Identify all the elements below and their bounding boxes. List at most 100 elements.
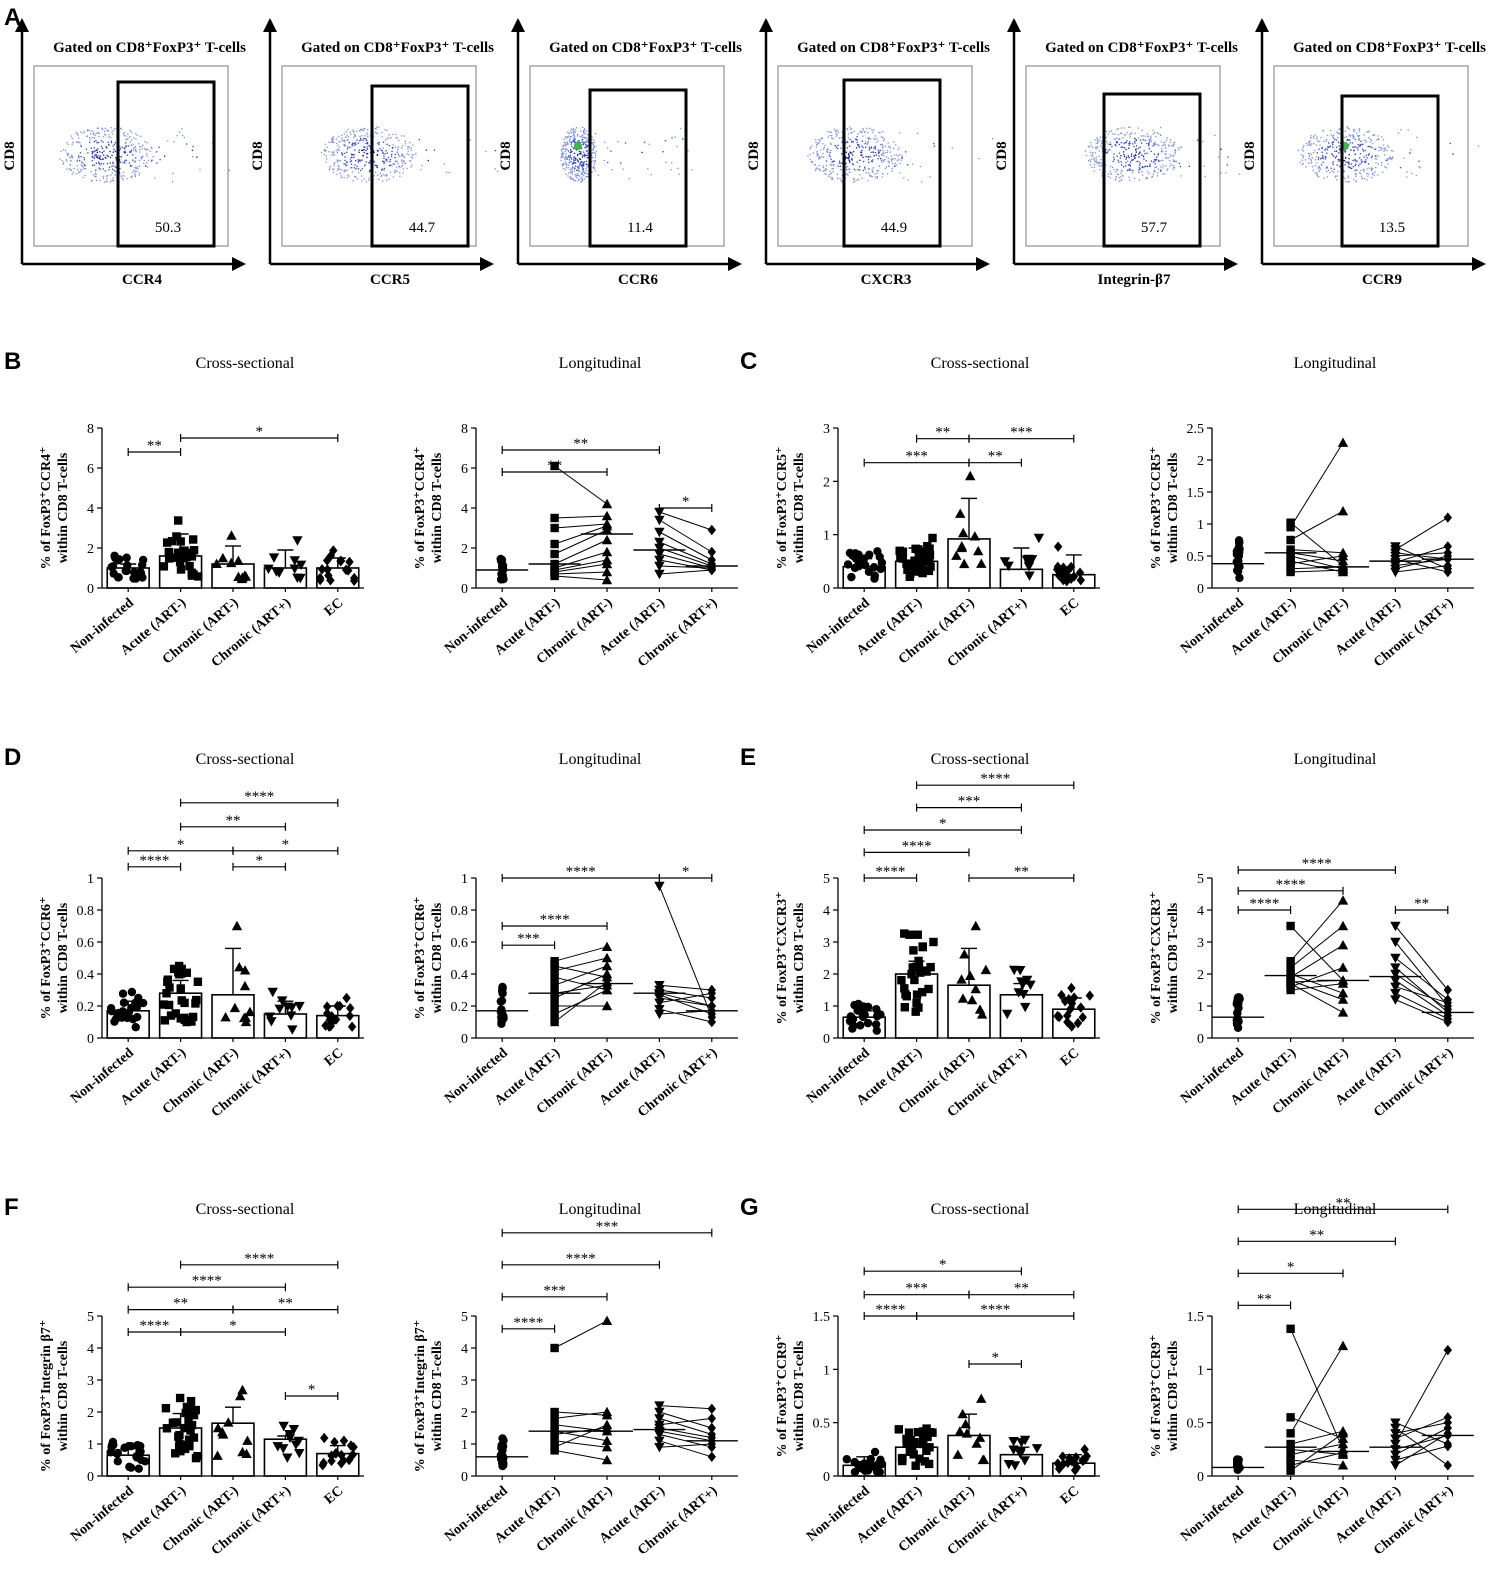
pair-line — [1290, 979, 1344, 983]
data-point — [322, 1001, 332, 1012]
flow-event — [1358, 135, 1361, 137]
flow-event — [848, 153, 850, 155]
flow-event — [1370, 169, 1372, 171]
data-point — [1337, 994, 1349, 1004]
flow-event — [1149, 163, 1151, 165]
data-point — [601, 534, 613, 545]
data-point — [1018, 990, 1029, 1000]
data-point — [166, 1011, 176, 1020]
flow-event — [674, 136, 676, 138]
flow-event — [812, 152, 815, 154]
flow-event — [840, 179, 842, 182]
flow-event — [1166, 139, 1168, 141]
flow-event — [1326, 176, 1328, 178]
flow-event — [1353, 178, 1355, 181]
flow-event — [345, 170, 347, 172]
flow-event — [363, 148, 365, 151]
data-point — [1053, 541, 1063, 552]
flow-event — [394, 171, 396, 174]
flow-event — [1317, 158, 1320, 161]
data-point — [107, 1440, 117, 1450]
flow-event — [403, 156, 405, 158]
data-point — [1390, 1434, 1401, 1444]
flow-event — [1123, 134, 1126, 136]
flow-event — [140, 156, 142, 158]
flow-event — [1114, 138, 1116, 140]
flow-event — [1125, 148, 1127, 151]
data-point — [263, 564, 274, 575]
data-point — [971, 1438, 982, 1448]
data-point — [131, 1022, 140, 1032]
flow-event — [344, 156, 346, 158]
pair-line — [1395, 967, 1449, 1013]
pair-line — [554, 976, 608, 991]
data-point — [174, 516, 183, 525]
data-point — [106, 1448, 115, 1457]
flow-event — [1123, 142, 1125, 145]
flow-event — [70, 160, 72, 162]
flow-event — [1150, 140, 1152, 142]
pair-line — [554, 1411, 608, 1416]
flow-event — [1372, 143, 1374, 145]
flow-event — [878, 165, 881, 167]
flow-event — [418, 139, 420, 141]
data-point — [550, 549, 559, 559]
flow-event — [817, 143, 819, 145]
flow-event — [1115, 171, 1117, 173]
x-tick-label: EC — [322, 596, 347, 620]
flow-event — [587, 152, 589, 155]
data-point — [1063, 1016, 1072, 1028]
significance-label: **** — [566, 1251, 596, 1267]
significance-label: * — [308, 1382, 316, 1398]
flow-event — [1375, 155, 1377, 157]
data-point — [1234, 536, 1244, 545]
flow-event — [402, 172, 404, 174]
flow-event — [113, 148, 115, 150]
data-point — [113, 1457, 123, 1466]
flow-event — [115, 157, 117, 159]
data-point — [1085, 990, 1094, 1001]
flow-event — [79, 152, 81, 154]
panel-label-c: C — [740, 348, 758, 375]
panel-label-d: D — [4, 744, 22, 771]
flow-event — [809, 148, 811, 150]
flow-event — [93, 141, 95, 143]
flow-event — [861, 140, 863, 142]
flow-event — [1128, 169, 1130, 171]
flow-event — [374, 131, 376, 133]
flow-event — [882, 150, 884, 152]
flow-event — [369, 135, 372, 137]
flow-event — [1178, 162, 1180, 164]
flow-event — [856, 141, 858, 144]
data-point — [843, 560, 853, 569]
flow-event — [564, 143, 566, 145]
flow-event — [896, 159, 899, 162]
data-point — [345, 556, 354, 568]
flow-event — [585, 154, 587, 157]
data-point — [861, 560, 870, 570]
flow-event — [1367, 145, 1369, 148]
flow-event — [1142, 139, 1144, 141]
flow-event — [338, 141, 341, 143]
flow-event — [134, 145, 137, 148]
flow-event — [670, 169, 672, 171]
flow-event — [1125, 165, 1127, 167]
y-axis-label: % of FoxP3⁺CCR6⁺ — [39, 897, 54, 1020]
flow-event — [1148, 143, 1150, 146]
data-point — [1443, 1428, 1452, 1439]
flow-event — [1162, 164, 1164, 167]
flow-event — [124, 152, 126, 154]
flow-event — [884, 167, 887, 170]
flow-event — [1128, 126, 1130, 128]
flow-event — [343, 163, 345, 165]
flow-event — [859, 159, 861, 161]
flow-event — [411, 157, 414, 159]
y-tick-label: 2 — [1197, 968, 1204, 983]
data-point — [847, 572, 856, 582]
data-point — [264, 1012, 275, 1022]
flow-event — [352, 154, 354, 156]
flow-event — [111, 154, 113, 157]
flow-event — [138, 143, 140, 145]
flow-event — [383, 161, 385, 164]
flow-event — [1358, 139, 1360, 141]
